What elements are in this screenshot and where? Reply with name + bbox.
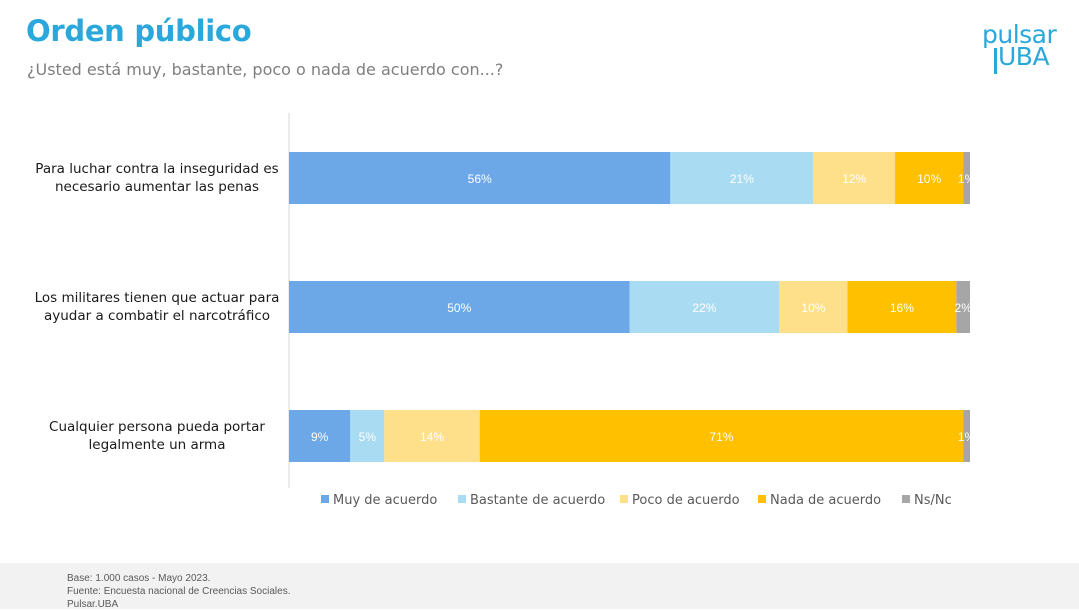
legend-label: Muy de acuerdo: [333, 493, 437, 508]
legend-swatch: [902, 495, 910, 503]
footer-source: Fuente: Encuesta nacional de Creencias S…: [67, 586, 291, 597]
legend-swatch: [458, 495, 466, 503]
category-label: Cualquier persona pueda portar: [49, 419, 265, 435]
data-label: 10%: [801, 301, 825, 315]
legend-label: Bastante de acuerdo: [470, 493, 605, 508]
footer: Base: 1.000 casos - Mayo 2023. Fuente: E…: [0, 563, 1079, 610]
bar-segment: [289, 281, 630, 333]
bar-segment: [384, 410, 480, 462]
bar-segment: [963, 410, 970, 462]
data-label: 16%: [890, 301, 914, 315]
data-label: 21%: [730, 172, 754, 186]
data-label: 10%: [917, 172, 941, 186]
legend-swatch: [321, 495, 329, 503]
legend-swatch: [620, 495, 628, 503]
legend-label: Poco de acuerdo: [632, 493, 740, 508]
bar-segment: [847, 281, 957, 333]
data-label: 9%: [311, 430, 329, 444]
legend-label: Nada de acuerdo: [770, 493, 881, 508]
bar-segment: [629, 281, 780, 333]
page-subtitle: ¿Usted está muy, bastante, poco o nada d…: [27, 60, 504, 79]
data-label: 12%: [842, 172, 866, 186]
logo-line-1: pulsar: [982, 20, 1057, 49]
category-label: Los militares tienen que actuar para: [35, 290, 280, 306]
bar-segment: [779, 281, 848, 333]
bar-segment: [350, 410, 385, 462]
category-label: Para luchar contra la inseguridad es: [35, 161, 278, 177]
data-label: 50%: [447, 301, 471, 315]
data-label: 22%: [692, 301, 716, 315]
category-label: legalmente un arma: [89, 437, 226, 453]
bar-segment: [956, 281, 970, 333]
data-label: 71%: [709, 430, 733, 444]
data-label: 5%: [359, 430, 377, 444]
data-label: 1%: [958, 430, 976, 444]
data-label: 56%: [468, 172, 492, 186]
bar-segment: [813, 152, 896, 204]
legend-label: Ns/Nc: [914, 493, 952, 508]
bar-segment: [670, 152, 814, 204]
bar-segment: [479, 410, 964, 462]
legend-swatch: [758, 495, 766, 503]
footer-brand: Pulsar.UBA: [67, 599, 119, 610]
logo-line-2: UBA: [998, 42, 1050, 71]
bar-segment: [289, 152, 671, 204]
data-label: 14%: [420, 430, 444, 444]
bar-segment: [963, 152, 970, 204]
stacked-bar-chart: 56% 21% 12% 10% 1% Para luchar contra la inse…: [34, 113, 976, 508]
page-title: Orden público: [26, 14, 252, 48]
category-label: necesario aumentar las penas: [55, 179, 259, 195]
bar-segment: [289, 410, 351, 462]
data-label: 2%: [955, 301, 973, 315]
bar-segment: [895, 152, 964, 204]
footer-base: Base: 1.000 casos - Mayo 2023.: [67, 573, 211, 584]
data-label: 1%: [958, 172, 976, 186]
logo-divider: [994, 48, 997, 74]
pulsar-uba-logo: pulsar UBA: [982, 20, 1066, 76]
category-label: ayudar a combatir el narcotráfico: [44, 308, 270, 324]
